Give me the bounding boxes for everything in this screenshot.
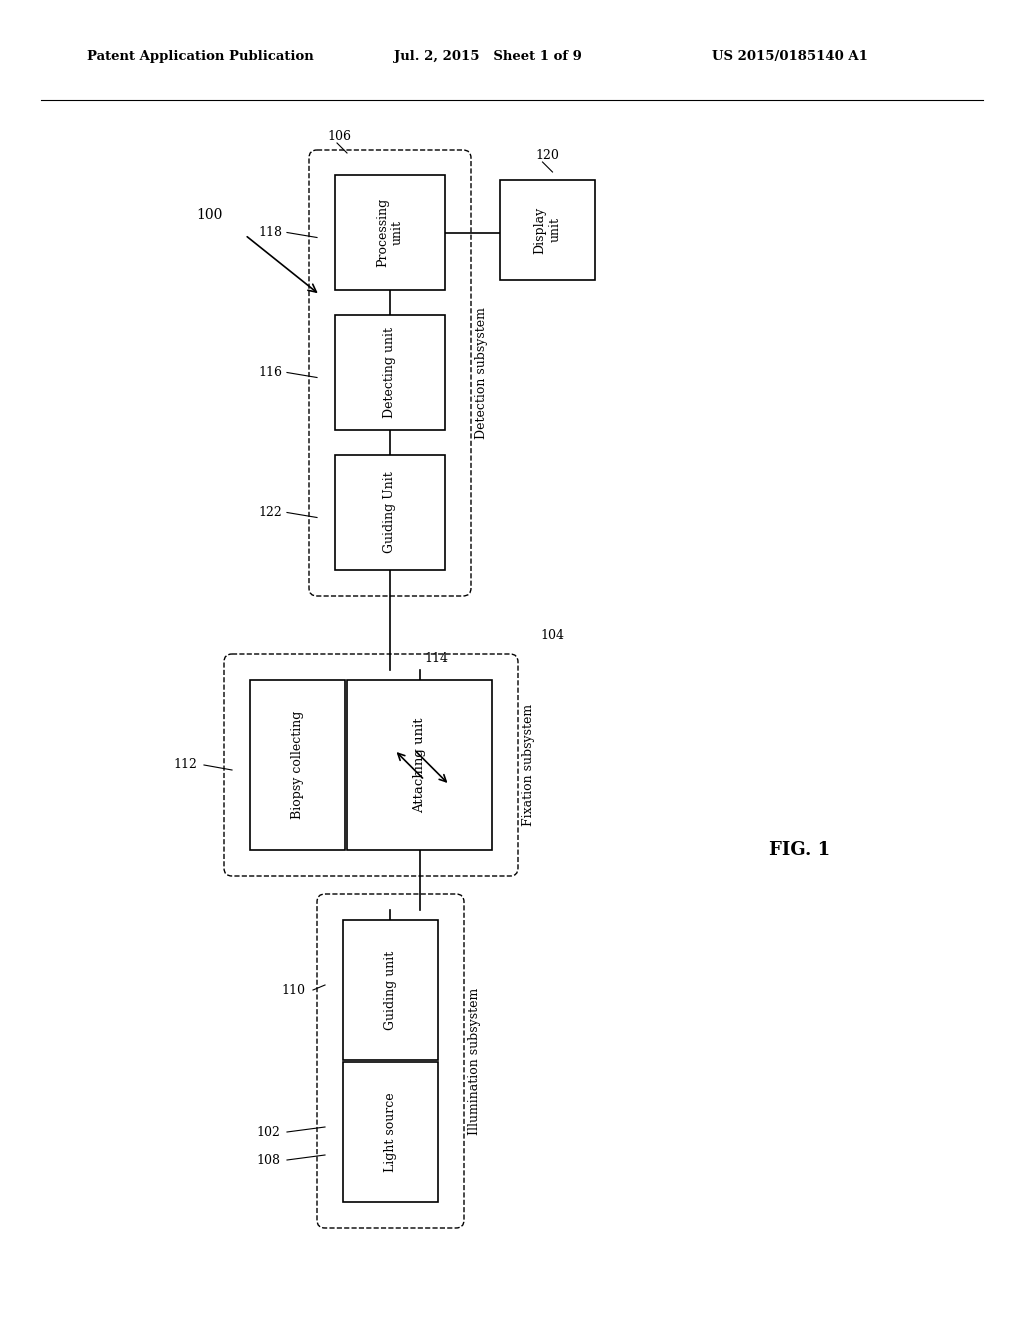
Bar — [347, 680, 492, 850]
Text: Patent Application Publication: Patent Application Publication — [87, 50, 313, 63]
Text: Display
unit: Display unit — [534, 206, 561, 253]
Text: 104: 104 — [540, 630, 564, 642]
Text: Processing
unit: Processing unit — [376, 198, 404, 267]
Text: Illumination subsystem: Illumination subsystem — [468, 987, 481, 1135]
Text: Detection subsystem: Detection subsystem — [475, 308, 488, 440]
Bar — [250, 680, 345, 850]
Bar — [335, 315, 445, 430]
FancyBboxPatch shape — [317, 894, 464, 1228]
Text: 108: 108 — [256, 1154, 280, 1167]
Text: 118: 118 — [258, 226, 282, 239]
Bar — [500, 180, 595, 280]
Bar — [335, 176, 445, 290]
Text: Guiding unit: Guiding unit — [384, 950, 397, 1030]
Bar — [335, 455, 445, 570]
Text: 110: 110 — [281, 983, 305, 997]
Text: Light source: Light source — [384, 1092, 397, 1172]
Text: 114: 114 — [425, 652, 449, 665]
Text: 120: 120 — [536, 149, 559, 162]
Text: 106: 106 — [327, 129, 351, 143]
Bar — [343, 920, 438, 1060]
Text: US 2015/0185140 A1: US 2015/0185140 A1 — [712, 50, 867, 63]
Text: Attaching unit: Attaching unit — [413, 717, 426, 813]
Text: 102: 102 — [256, 1126, 280, 1138]
Text: 100: 100 — [197, 209, 223, 222]
Text: 116: 116 — [258, 366, 282, 379]
Text: Biopsy collecting: Biopsy collecting — [291, 710, 304, 820]
FancyBboxPatch shape — [224, 653, 518, 876]
Bar — [343, 1063, 438, 1203]
Text: Jul. 2, 2015   Sheet 1 of 9: Jul. 2, 2015 Sheet 1 of 9 — [394, 50, 582, 63]
Text: 112: 112 — [173, 759, 197, 771]
Text: FIG. 1: FIG. 1 — [769, 841, 830, 859]
FancyBboxPatch shape — [309, 150, 471, 597]
Text: 122: 122 — [258, 506, 282, 519]
Text: Fixation subsystem: Fixation subsystem — [522, 704, 535, 826]
Text: Guiding Unit: Guiding Unit — [384, 471, 396, 553]
Text: Detecting unit: Detecting unit — [384, 327, 396, 418]
